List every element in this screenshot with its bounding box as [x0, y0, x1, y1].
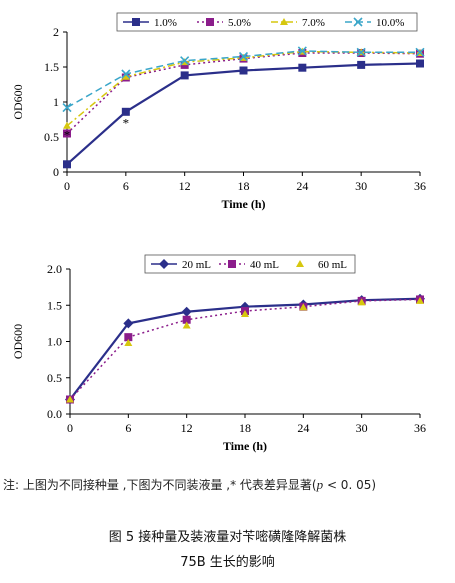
legend-marker	[159, 259, 169, 269]
data-point	[62, 103, 72, 113]
data-point	[238, 51, 249, 62]
legend-marker	[353, 17, 363, 27]
note-prefix: 注: 上图为不同接种量 ,下图为不同装液量 ,* 代表差异显著(	[3, 478, 317, 492]
x-tick-label: 6	[123, 179, 129, 193]
data-point	[298, 63, 307, 72]
figure-title: 图 5 接种量及装液量对苄嘧磺隆降解菌株	[108, 530, 347, 545]
x-tick-label: 0	[64, 179, 70, 193]
x-tick-label: 6	[125, 421, 131, 435]
legend: 20 mL 40 mL 60 mL	[144, 254, 356, 274]
y-tick-label: 0.5	[47, 371, 62, 385]
x-tick-label: 24	[297, 421, 309, 435]
data-point	[121, 107, 130, 116]
x-axis-label: Time (h)	[223, 439, 267, 453]
x-tick-label: 36	[414, 179, 426, 193]
data-point	[124, 333, 133, 342]
data-point	[297, 46, 307, 56]
x-axis-label: Time (h)	[221, 197, 265, 211]
legend-label: 40 mL	[250, 259, 279, 271]
legend-label: 20 mL	[182, 259, 211, 271]
legend-label: 5.0%	[228, 17, 251, 29]
y-tick-label: 2.0	[47, 262, 62, 276]
x-tick-label: 18	[238, 179, 250, 193]
legend-label: 7.0%	[302, 17, 325, 29]
figure-note: 注: 上图为不同接种量 ,下图为不同装液量 ,* 代表差异显著(p < 0. 0…	[3, 474, 451, 496]
x-tick-label: 12	[179, 179, 191, 193]
y-tick-label: 1	[53, 95, 59, 109]
legend-box	[116, 12, 418, 32]
legend-label: 1.0%	[154, 17, 177, 29]
x-tick-label: 36	[414, 421, 426, 435]
significance-marker: *	[64, 128, 71, 143]
y-axis-label: OD600	[11, 84, 25, 119]
legend-label: 10.0%	[376, 17, 404, 29]
data-point	[241, 309, 249, 317]
data-point	[180, 71, 189, 80]
data-point	[63, 129, 71, 138]
x-tick-label: 0	[67, 421, 73, 435]
y-tick-label: 0	[53, 165, 59, 179]
series-0	[63, 59, 424, 169]
data-point	[239, 66, 248, 75]
data-point	[123, 318, 134, 329]
data-point	[63, 160, 71, 169]
y-axis-label: OD600	[11, 324, 25, 359]
x-tick-label: 30	[355, 179, 367, 193]
data-point	[299, 303, 308, 311]
y-tick-label: 2	[53, 25, 59, 39]
legend-marker	[296, 260, 304, 267]
legend-marker	[132, 18, 140, 26]
y-tick-label: 1.5	[47, 298, 62, 312]
data-point	[357, 298, 366, 306]
legend-label: 60 mL	[318, 259, 347, 271]
y-tick-label: 0.0	[47, 407, 62, 421]
series-line	[66, 62, 421, 166]
y-tick-label: 1.0	[47, 335, 62, 349]
data-point	[121, 69, 131, 79]
series-3	[62, 46, 425, 113]
legend-marker	[228, 260, 236, 268]
y-tick-label: 1.5	[44, 60, 59, 74]
series-2	[66, 296, 424, 403]
data-point	[240, 301, 250, 312]
y-tick-label: 0.5	[44, 130, 59, 144]
chart-liquid-volume: 0.0 0.5 1.0 1.5 2.0 0 6 12 18 24 30 36 Time (h) OD600…	[11, 254, 426, 453]
x-tick-label: 30	[356, 421, 368, 435]
legend-marker	[206, 18, 214, 26]
series-line	[66, 50, 421, 127]
data-point	[121, 72, 130, 80]
x-tick-label: 18	[239, 421, 251, 435]
data-point	[124, 338, 133, 346]
data-point	[63, 121, 71, 129]
legend-marker	[280, 18, 288, 25]
data-point	[357, 60, 366, 69]
legend-box	[144, 254, 356, 274]
data-point	[181, 306, 192, 317]
data-point	[416, 59, 424, 68]
note-suffix: < 0. 05)	[323, 478, 377, 492]
data-point	[415, 47, 425, 57]
x-tick-label: 24	[296, 179, 308, 193]
series-2	[63, 47, 424, 129]
data-point	[416, 296, 424, 304]
note-p-symbol: p	[316, 477, 324, 492]
data-point	[356, 47, 366, 57]
data-point	[182, 321, 191, 329]
legend: 1.0% 5.0% 7.0% 10.0%	[116, 12, 418, 32]
significance-marker: *	[123, 116, 130, 131]
data-point	[182, 315, 191, 324]
data-point	[66, 395, 74, 403]
chart-inoculum: 0 0.5 1 1.5 2 0 6 12 18 24 30 36 Time (h) OD600 * * 1.0%…	[11, 12, 426, 211]
figure-subtitle: 75B 生长的影响	[180, 555, 275, 570]
x-tick-label: 12	[181, 421, 193, 435]
series-1	[63, 49, 424, 138]
data-point	[180, 56, 190, 66]
